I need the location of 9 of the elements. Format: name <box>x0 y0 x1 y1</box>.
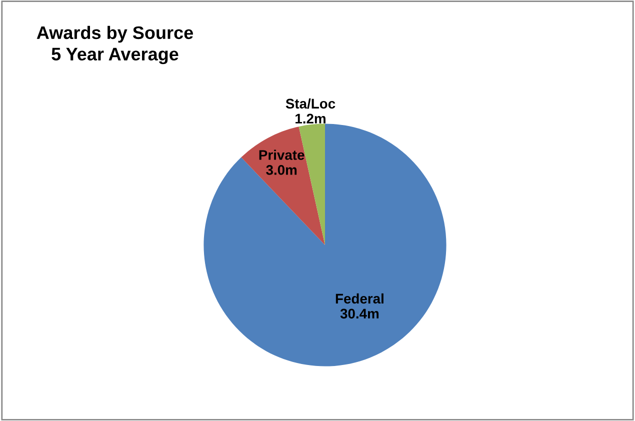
data-label: 3.0m <box>266 165 297 175</box>
slice-label: Federal <box>336 293 384 304</box>
pie-slice <box>204 124 446 366</box>
data-label: 30.4m <box>340 308 379 319</box>
data-label: 1.2m <box>296 114 326 124</box>
slice-label: Sta/Loc <box>286 98 336 109</box>
pie-slice <box>241 126 325 245</box>
slice-label: Private <box>259 150 304 160</box>
chart-title: Awards by Source 5 Year Average <box>36 26 193 64</box>
